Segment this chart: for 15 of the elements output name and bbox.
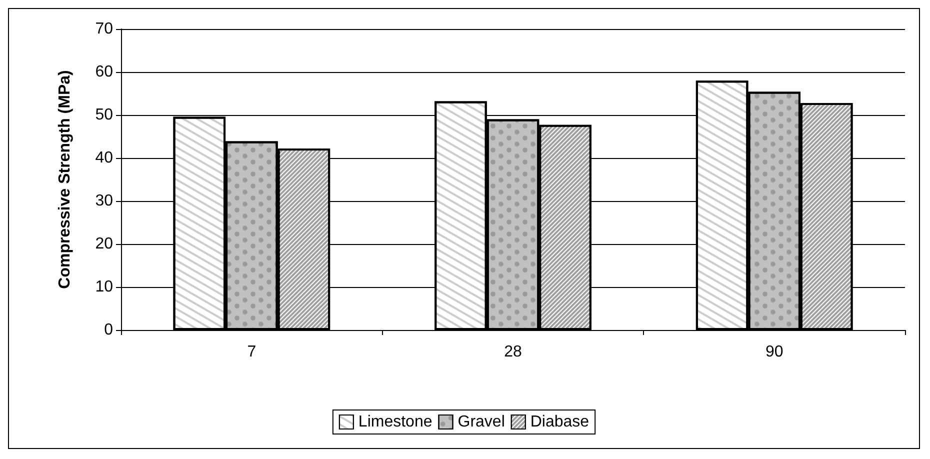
y-tick-label: 70 (95, 20, 114, 38)
legend-label: Diabase (530, 414, 590, 430)
y-tick-label: 60 (95, 64, 114, 80)
y-tick-label: 20 (95, 236, 114, 252)
x-tick-label: 7 (247, 344, 256, 360)
y-tick-label: 50 (95, 106, 114, 124)
y-tick-label: 10 (95, 278, 114, 296)
y-axis-title: Compressive Strength (MPa) (56, 70, 74, 289)
legend-label: Limestone (358, 414, 432, 430)
legend-label: Gravel (458, 414, 505, 430)
y-tick-label: 0 (104, 322, 114, 338)
x-tick-label: 28 (504, 344, 522, 360)
x-tick-label: 90 (765, 344, 784, 360)
y-tick-label: 30 (95, 192, 114, 210)
y-tick-label: 40 (95, 150, 114, 166)
